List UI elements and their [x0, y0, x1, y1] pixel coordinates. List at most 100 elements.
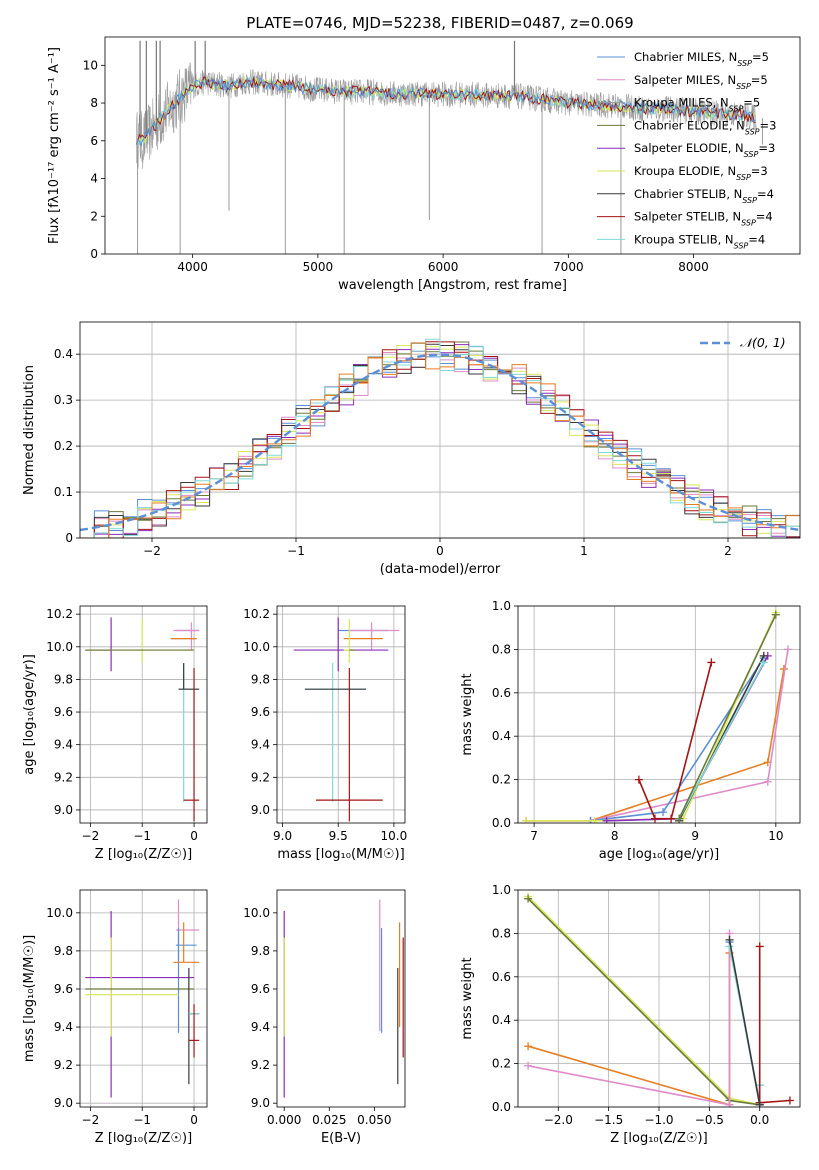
x-axis-label: Z [log₁₀(Z/Z☉)]: [610, 1131, 707, 1146]
x-tick-label: 0.025: [312, 1113, 346, 1127]
x-tick-label: 7000: [553, 260, 584, 274]
spectrum-legend: Chabrier MILES, NSSP=5 Salpeter MILES, NS…: [597, 50, 776, 250]
y-tick-label: 9.4: [251, 1020, 270, 1034]
mass-vs-ebv-chart: 0.000 0.025 0.050 9.0 9.2 9.4 9.6 9.8 10.0 E(B-V): [243, 889, 406, 1146]
plot-area: [85, 899, 200, 1098]
mass-weight-marker: [771, 610, 780, 619]
x-tick-label: 9.0: [273, 829, 292, 843]
y-tick-label: 9.0: [251, 1096, 270, 1110]
mass-weight-line: [678, 614, 777, 820]
x-axis-label: age [log₁₀(age/yr)]: [599, 847, 720, 862]
x-tick-label: 10: [768, 829, 783, 843]
mass-weight-line: [606, 655, 769, 822]
y-tick-label: 9.2: [251, 770, 270, 784]
normal-curve: [80, 353, 800, 532]
y-tick-label: 10.0: [243, 906, 270, 920]
mass-weight-marker: [634, 775, 643, 784]
spectrum-chart: 4000 5000 6000 7000 8000 0 2 4 6 8 10 wavelength [A…: [47, 36, 801, 293]
residual-histogram-chart: −2 −1 0 1 2 0 0.1 0.2 0.3 0.4 (data-model)/error No…: [22, 321, 801, 577]
mass-weight-line: [526, 649, 789, 822]
mass-weight-vs-age-chart: 7 8 9 10 0.0 0.2 0.4 0.6 0.8 1.0 age [log₁₀(age/yr…: [460, 599, 801, 862]
y-tick-label: 0.1: [54, 485, 73, 499]
plot-area: [283, 899, 404, 1098]
y-tick-label: 10.0: [243, 640, 270, 654]
y-axis-label: age [log₁₀(age/yr)]: [22, 654, 37, 775]
x-tick-label: 0.000: [267, 1113, 301, 1127]
y-tick-label: 0.2: [492, 773, 511, 787]
legend-label: Chabrier MILES, NSSP=5: [634, 50, 769, 68]
y-tick-label: 9.6: [54, 705, 73, 719]
mass-weight-line: [638, 662, 713, 820]
axes-frame: [517, 889, 801, 1108]
y-tick-label: 9.6: [251, 705, 270, 719]
x-tick-label: 1: [580, 544, 588, 558]
legend-label: Chabrier STELIB, NSSP=4: [634, 187, 774, 205]
mass-weight-marker: [602, 816, 611, 823]
x-tick-label: 8000: [678, 260, 709, 274]
x-tick-label: −1: [287, 544, 305, 558]
x-tick-label: 7: [530, 829, 538, 843]
y-tick-label: 9.6: [251, 982, 270, 996]
axes-frame: [79, 321, 801, 539]
mass-weight-line: [728, 939, 761, 1105]
mass-weight-marker: [783, 645, 792, 654]
y-tick-label: 0.0: [492, 1100, 511, 1114]
x-tick-label: 0.0: [750, 1113, 769, 1127]
x-tick-label: −1: [133, 829, 151, 843]
mass-weight-marker: [707, 658, 716, 667]
mass-weight-marker: [524, 894, 533, 903]
x-tick-label: 0: [190, 829, 198, 843]
mass-weight-vs-metallicity-chart: −2.0 −1.5 −1.0 −0.5 0.0 0.0 0.2 0.4 0.6 0.8 1.0 Z […: [460, 883, 801, 1146]
y-tick-label: 9.2: [251, 1058, 270, 1072]
x-tick-label: 0: [190, 1113, 198, 1127]
y-axis-label: mass weight: [460, 673, 475, 755]
legend-label: Salpeter MILES, NSSP=5: [634, 73, 768, 91]
x-axis-label: mass [log₁₀(M/M☉)]: [277, 847, 404, 862]
y-tick-label: 9.4: [54, 1020, 73, 1034]
y-tick-label: 9.8: [251, 944, 270, 958]
x-axis-label: (data-model)/error: [380, 562, 501, 577]
x-tick-label: −2: [143, 544, 161, 558]
x-tick-label: −0.5: [695, 1113, 724, 1127]
plot-area: [135, 40, 763, 254]
mass-weight-marker: [590, 816, 599, 823]
x-tick-label: −2.0: [544, 1113, 573, 1127]
x-tick-label: 2: [724, 544, 732, 558]
y-tick-label: 0.2: [492, 1057, 511, 1071]
y-tick-label: 0: [65, 531, 73, 545]
mass-weight-marker: [725, 1100, 734, 1107]
y-tick-label: 9.4: [251, 738, 270, 752]
x-tick-label: 4000: [177, 260, 208, 274]
mass-weight-line: [678, 662, 765, 820]
legend-label: Kroupa STELIB, NSSP=4: [634, 232, 765, 250]
axes-frame: [276, 889, 406, 1108]
y-tick-label: 0.2: [54, 439, 73, 453]
x-tick-label: 6000: [428, 260, 459, 274]
axes-frame: [79, 605, 208, 824]
plot-area: [524, 892, 794, 1107]
mass-weight-marker: [755, 1100, 764, 1107]
mass-weight-line: [526, 612, 777, 822]
mass-weight-marker: [759, 658, 768, 667]
y-tick-label: 0.8: [492, 642, 511, 656]
y-tick-label: 0.4: [492, 1013, 511, 1027]
x-axis-label: wavelength [Angstrom, rest frame]: [338, 278, 567, 293]
y-tick-label: 9.8: [251, 672, 270, 686]
plot-area: [85, 617, 200, 822]
y-tick-label: 0.8: [492, 926, 511, 940]
y-tick-label: 0.0: [492, 816, 511, 830]
y-tick-label: 0.4: [492, 729, 511, 743]
mass-weight-marker: [725, 935, 734, 944]
mass-weight-marker: [522, 816, 531, 823]
mass-weight-line: [527, 895, 760, 1106]
x-axis-label: Z [log₁₀(Z/Z☉)]: [95, 847, 192, 862]
x-tick-label: −2: [82, 1113, 100, 1127]
mass-weight-marker: [667, 814, 676, 823]
y-tick-label: 8: [90, 96, 98, 110]
age-vs-mass-chart: 9.0 9.5 10.0 9.0 9.2 9.4 9.6 9.8 10.0 10.2 mass [l…: [243, 605, 407, 862]
x-tick-label: 0.050: [357, 1113, 391, 1127]
y-tick-label: 9.0: [251, 803, 270, 817]
legend-label: Salpeter ELODIE, NSSP=3: [634, 141, 775, 159]
x-tick-label: −2: [82, 829, 100, 843]
